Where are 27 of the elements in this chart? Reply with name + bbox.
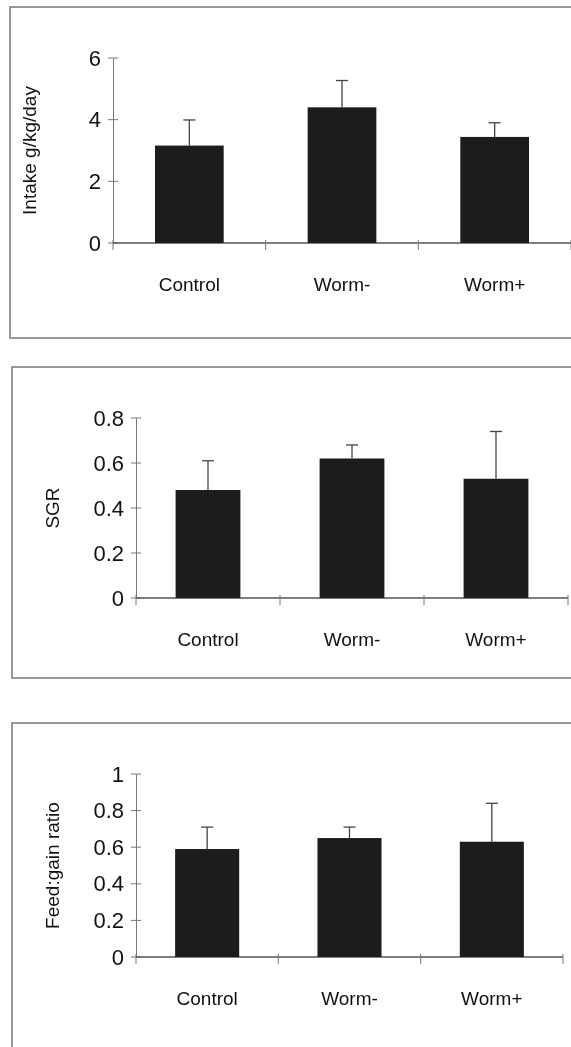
y-tick-label: 0 <box>88 230 101 256</box>
y-tick-label: 0.8 <box>93 798 124 824</box>
y-tick-label: 0.8 <box>93 405 124 431</box>
y-tick-label: 2 <box>88 168 101 194</box>
y-tick-label: 6 <box>88 45 101 71</box>
y-tick-label: 0 <box>111 944 124 970</box>
y-tick-label: 0.6 <box>93 450 124 476</box>
y-axis-title: SGR <box>42 487 63 529</box>
y-axis-title: Feed:gain ratio <box>42 802 63 929</box>
x-tick-label: Worm+ <box>465 629 527 650</box>
y-tick-label: 0.6 <box>93 834 124 860</box>
y-tick-label: 0.4 <box>93 871 124 897</box>
x-tick-label: Control <box>177 629 239 650</box>
x-tick-label: Control <box>158 274 220 295</box>
x-tick-label: Worm- <box>313 274 371 295</box>
y-axis-title: Intake g/kg/day <box>19 85 40 215</box>
x-tick-label: Worm- <box>323 629 381 650</box>
y-tick-label: 0.2 <box>93 907 124 933</box>
x-tick-label: Worm- <box>321 988 378 1009</box>
y-tick-label: 1 <box>111 761 124 787</box>
x-tick-label: Control <box>176 988 238 1009</box>
y-tick-label: 4 <box>88 107 101 133</box>
y-tick-label: 0 <box>111 585 124 611</box>
x-tick-label: Worm+ <box>463 274 526 295</box>
x-tick-label: Worm+ <box>461 988 523 1009</box>
y-tick-label: 0.4 <box>93 495 124 521</box>
y-tick-label: 0.2 <box>93 540 124 566</box>
